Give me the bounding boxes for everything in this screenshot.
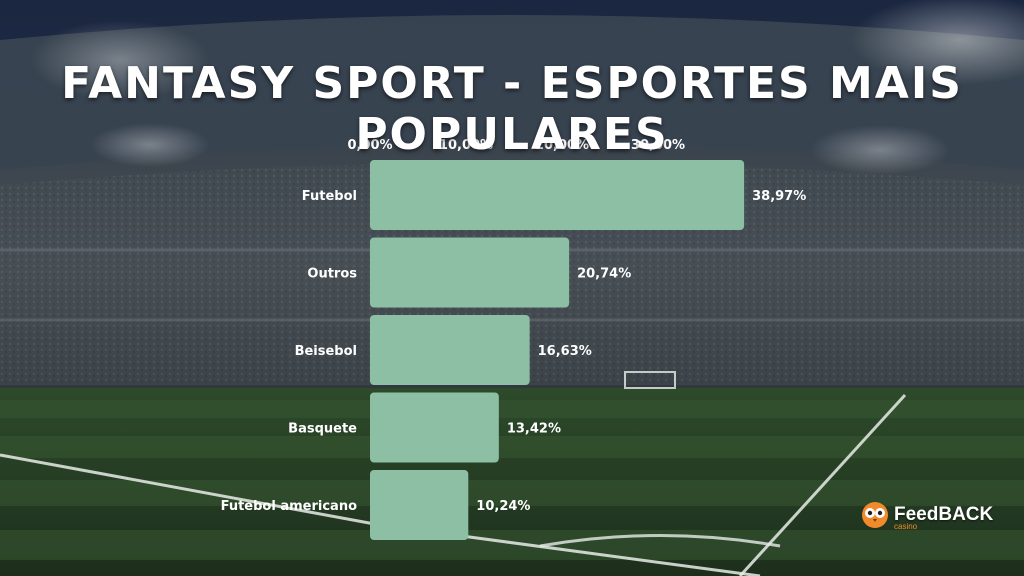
logo-subtitle: casino <box>894 522 918 531</box>
bar <box>370 470 469 540</box>
bar <box>370 392 499 463</box>
x-tick-label: 10,00% <box>439 138 493 153</box>
logo-name: FeedBACK <box>894 504 994 525</box>
value-label: 13,42% <box>507 422 561 437</box>
value-label: 38,97% <box>752 189 806 204</box>
bar <box>370 315 530 385</box>
bar-chart: 0,00% 10,00% 20,00% 30,00% Futebol 38,97% Outr… <box>221 138 806 540</box>
chart-title: FANTASY SPORT - ESPORTES MAIS POPULARES <box>61 58 963 160</box>
value-label: 20,74% <box>577 267 631 282</box>
x-tick-label: 30,00% <box>631 138 685 153</box>
category-label: Beisebol <box>295 344 357 359</box>
category-label: Futebol americano <box>221 499 357 514</box>
category-label: Futebol <box>302 189 357 204</box>
category-label: Basquete <box>288 422 357 437</box>
x-tick-label: 0,00% <box>347 138 392 153</box>
category-label: Outros <box>307 267 357 282</box>
value-label: 10,24% <box>476 499 530 514</box>
x-tick-label: 20,00% <box>535 138 589 153</box>
value-label: 16,63% <box>538 344 592 359</box>
bar <box>370 160 745 230</box>
owl-icon <box>862 502 888 528</box>
feedback-logo: FeedBACK casino <box>860 500 994 531</box>
bar <box>370 237 570 308</box>
